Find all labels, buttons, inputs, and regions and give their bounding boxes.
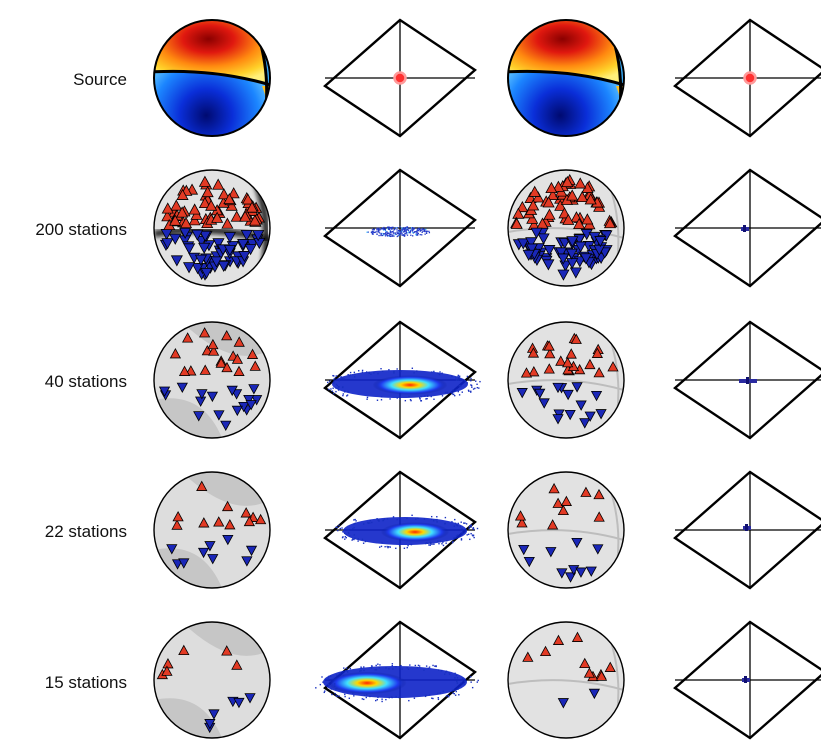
station-beachball-a-row-3: [153, 321, 271, 439]
panel-source-beachball-b: [507, 19, 625, 137]
solution-marker-row-4: [743, 524, 751, 531]
station-beachball-b-row-3: [507, 321, 625, 439]
panel-source-beachball-a: [153, 19, 271, 137]
station-beachball-a-row-2: [153, 169, 271, 287]
diamond-plot-b-row-1: [673, 18, 821, 138]
row-label-200-stations: 200 stations: [35, 220, 127, 239]
row-label-source: Source: [73, 70, 127, 89]
source-marker: [743, 71, 757, 85]
solution-marker-row-3: [739, 377, 757, 384]
posterior-cloud-row-2: [366, 226, 431, 238]
row-label-22-stations: 22 stations: [44, 522, 127, 541]
posterior-cloud-row-3: [327, 367, 481, 402]
station-beachball-a-row-5: [153, 621, 271, 739]
solution-marker-row-5: [742, 676, 750, 683]
source-marker: [393, 71, 407, 85]
diamond-plot-a-row-1: [323, 18, 477, 138]
solution-marker-row-2: [741, 225, 749, 232]
row-label-40-stations: 40 stations: [44, 372, 127, 391]
posterior-cloud-row-4: [335, 514, 479, 550]
row-label-15-stations: 15 stations: [44, 673, 127, 692]
station-beachball-b-row-4: [507, 471, 625, 589]
diamond-plot-a-row-2: [323, 168, 477, 288]
station-beachball-a-row-4: [153, 471, 271, 589]
station-beachball-b-row-5: [507, 621, 625, 739]
posterior-cloud-row-5: [315, 663, 479, 703]
station-beachball-b-row-2: [507, 169, 625, 287]
diamond-plot-b-row-2: [673, 168, 821, 288]
